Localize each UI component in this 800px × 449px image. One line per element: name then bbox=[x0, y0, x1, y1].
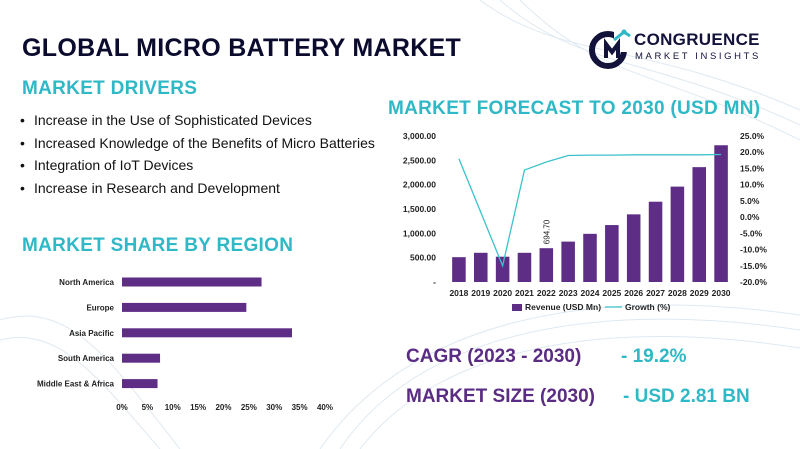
company-logo: CONGRUENCE MARKET INSIGHTS bbox=[588, 28, 788, 70]
x-tick-label: 2029 bbox=[690, 288, 709, 298]
y-tick-label: 500.00 bbox=[410, 253, 436, 263]
region-label: Asia Pacific bbox=[69, 329, 114, 338]
y-tick-label: 1,000.00 bbox=[403, 228, 436, 238]
x-tick-label: 2025 bbox=[602, 288, 621, 298]
driver-item: Increase in Research and Development bbox=[20, 177, 386, 200]
revenue-bar bbox=[517, 252, 532, 282]
y-tick-label: 3,000.00 bbox=[403, 131, 436, 141]
y2-tick-label: 5.0% bbox=[740, 196, 760, 206]
x-tick-label: 2022 bbox=[537, 288, 556, 298]
x-tick-label: 2018 bbox=[449, 288, 468, 298]
forecast-chart: - 500.00 1,000.00 1,500.00 2,000.00 2,500.00 3… bbox=[403, 131, 767, 312]
region-bar bbox=[122, 302, 247, 312]
bar-data-label: 694.70 bbox=[542, 219, 551, 244]
x-tick-label: 2024 bbox=[581, 288, 600, 298]
revenue-bar bbox=[561, 241, 575, 282]
x-tick-label: 2021 bbox=[515, 288, 534, 298]
x-tick-label: 40% bbox=[317, 403, 333, 412]
revenue-bar bbox=[452, 257, 466, 282]
revenue-bar bbox=[583, 233, 597, 282]
y2-tick-label: -15.0% bbox=[740, 261, 767, 271]
x-tick-label: 35% bbox=[292, 403, 308, 412]
drivers-heading: MARKET DRIVERS bbox=[22, 78, 198, 99]
revenue-bar bbox=[539, 248, 554, 282]
y-tick-label: 2,000.00 bbox=[403, 180, 436, 190]
revenue-bar bbox=[714, 145, 728, 282]
y2-tick-label: -20.0% bbox=[740, 277, 767, 287]
revenue-bar bbox=[648, 201, 663, 282]
x-tick-label: 2019 bbox=[471, 288, 490, 298]
x-tick-label: 15% bbox=[190, 403, 206, 412]
logo-tagline: MARKET INSIGHTS bbox=[635, 51, 761, 62]
region-bar bbox=[122, 379, 158, 389]
legend-revenue-swatch bbox=[512, 304, 522, 311]
cagr-label: CAGR (2023 - 2030) bbox=[406, 346, 582, 367]
driver-item: Integration of IoT Devices bbox=[20, 154, 386, 177]
x-tick-label: 2028 bbox=[668, 288, 687, 298]
y2-tick-label: 25.0% bbox=[740, 131, 765, 141]
y2-tick-label: 0.0% bbox=[740, 212, 760, 222]
market-size-value: - USD 2.81 BN bbox=[623, 386, 750, 407]
region-heading: MARKET SHARE BY REGION bbox=[22, 235, 294, 256]
region-label: South America bbox=[58, 354, 115, 363]
region-bar bbox=[122, 353, 161, 363]
revenue-bar bbox=[692, 167, 707, 282]
forecast-heading: MARKET FORECAST TO 2030 (USD MN) bbox=[388, 98, 761, 119]
cagr-value: - 19.2% bbox=[621, 346, 687, 367]
region-label: Europe bbox=[86, 303, 114, 312]
page-title: GLOBAL MICRO BATTERY MARKET bbox=[22, 34, 462, 62]
y2-tick-label: -5.0% bbox=[740, 228, 763, 238]
y2-tick-label: 10.0% bbox=[740, 180, 765, 190]
market-size-label: MARKET SIZE (2030) bbox=[406, 386, 595, 407]
logo-mark-icon bbox=[589, 29, 632, 69]
legend-revenue-label: Revenue (USD Mn) bbox=[525, 302, 601, 312]
drivers-list: Increase in the Use of Sophisticated Dev… bbox=[20, 109, 386, 199]
x-tick-label: 0% bbox=[116, 403, 128, 412]
region-label: Middle East & Africa bbox=[37, 380, 115, 389]
region-bar bbox=[122, 328, 293, 338]
x-tick-label: 2023 bbox=[559, 288, 578, 298]
revenue-bar bbox=[473, 252, 488, 282]
y2-tick-label: 20.0% bbox=[740, 147, 765, 157]
x-tick-label: 20% bbox=[215, 403, 231, 412]
x-tick-label: 10% bbox=[165, 403, 181, 412]
region-label: North America bbox=[59, 278, 114, 287]
x-tick-label: 30% bbox=[266, 403, 282, 412]
region-bar bbox=[122, 277, 262, 287]
driver-item: Increase in the Use of Sophisticated Dev… bbox=[20, 109, 386, 132]
y-tick-label: 2,500.00 bbox=[403, 155, 436, 165]
driver-item: Increased Knowledge of the Benefits of M… bbox=[20, 132, 386, 155]
y-tick-label: 1,500.00 bbox=[403, 204, 436, 214]
y2-tick-label: 15.0% bbox=[740, 163, 765, 173]
x-tick-label: 2030 bbox=[712, 288, 731, 298]
x-tick-label: 5% bbox=[142, 403, 154, 412]
y-tick-label: - bbox=[433, 277, 436, 287]
revenue-bar bbox=[670, 186, 685, 282]
region-share-chart: North America Europe Asia Pacific South Ame… bbox=[37, 277, 333, 412]
y2-tick-label: -10.0% bbox=[740, 245, 767, 255]
x-tick-label: 25% bbox=[241, 403, 257, 412]
x-tick-label: 2026 bbox=[624, 288, 643, 298]
growth-line bbox=[458, 153, 722, 268]
x-tick-label: 2020 bbox=[493, 288, 512, 298]
revenue-bar bbox=[495, 256, 510, 282]
legend-growth-label: Growth (%) bbox=[625, 302, 670, 312]
revenue-bar bbox=[605, 225, 619, 282]
revenue-bar bbox=[626, 214, 641, 282]
x-tick-label: 2027 bbox=[646, 288, 665, 298]
logo-name: CONGRUENCE bbox=[634, 30, 760, 49]
